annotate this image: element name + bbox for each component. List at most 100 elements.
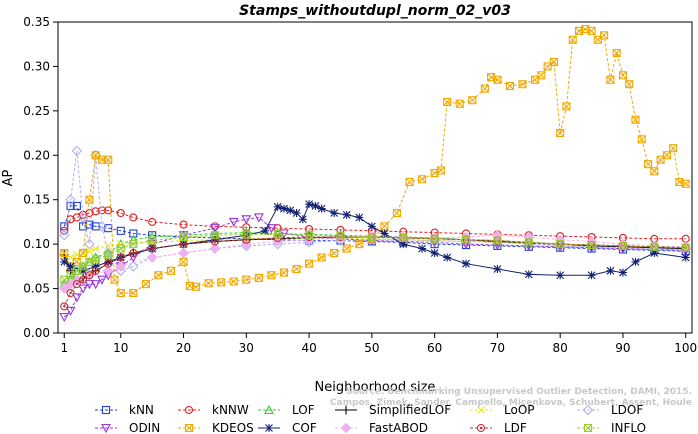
legend-swatch-marker (477, 406, 485, 414)
legend-swatch-marker (264, 404, 274, 415)
point-kdeos-26 (317, 253, 326, 262)
point-kdeos-43 (505, 81, 515, 91)
point-fastabod-7 (178, 247, 189, 259)
point-cof-25 (418, 244, 427, 253)
point-cof-9 (242, 231, 251, 240)
point-kdeos-64 (650, 167, 659, 176)
point-kdeos-25 (305, 259, 314, 268)
point-kdeos-20 (242, 275, 251, 284)
point-inflo-19 (461, 235, 471, 244)
x-tick-label: 80 (553, 341, 568, 355)
point-ldf-8 (129, 248, 138, 258)
point-knnw-11 (179, 220, 188, 229)
legend-item-simplifiedlof: SimplifiedLOF (335, 403, 451, 417)
point-odin-5 (90, 280, 101, 290)
point-kdeos-0 (60, 248, 69, 258)
point-ldof-2 (71, 145, 83, 157)
y-tick-label: 0.15 (23, 193, 50, 207)
point-fastabod-6 (146, 252, 158, 263)
point-knn-7 (116, 226, 125, 235)
point-kdeos-48 (549, 57, 558, 67)
point-ldf-6 (104, 259, 113, 268)
point-cof-13 (286, 206, 295, 215)
credit-line-2: Campos, Zimek, Sander, Campello, Micenko… (330, 398, 692, 408)
legend-item-knnw: kNNW (178, 403, 249, 417)
point-inflo-15 (336, 232, 345, 241)
legend-swatch-marker (184, 423, 194, 433)
point-kdeos-32 (392, 208, 402, 218)
x-tick-label: 60 (427, 341, 442, 355)
point-ldf-3 (79, 275, 88, 284)
point-kdeos-9 (116, 288, 125, 298)
point-knn-8 (129, 229, 138, 238)
point-kdeos-8 (110, 275, 119, 284)
point-cof-23 (380, 229, 389, 238)
point-ldof-6 (96, 221, 108, 232)
point-kdeos-29 (355, 240, 364, 249)
point-inflo-10 (179, 232, 188, 242)
legend-label: LDOF (611, 403, 643, 417)
point-ldf-4 (85, 271, 94, 280)
point-knnw-9 (129, 213, 138, 222)
legend-item-ldof: LDOF (577, 403, 643, 417)
point-cof-11 (273, 202, 282, 211)
point-knn-9 (148, 231, 157, 240)
point-loop-5 (91, 244, 100, 253)
point-cof-10 (261, 226, 270, 235)
point-ldf-2 (72, 280, 81, 289)
x-tick-label: 50 (364, 341, 379, 355)
x-axis: 1 10 20 30 40 50 60 70 80 90 100 (60, 333, 697, 355)
legend-label: SimplifiedLOF (369, 403, 451, 417)
point-ldf-7 (116, 253, 125, 262)
point-odin-14 (241, 215, 252, 225)
legend-swatch-marker (265, 424, 273, 432)
point-knnw-14 (273, 224, 282, 233)
legend-swatch-marker (340, 422, 352, 434)
point-knnw-27 (681, 234, 690, 243)
legend-item-cof: COF (258, 421, 317, 434)
point-cof-18 (317, 204, 326, 213)
point-kdeos-28 (342, 244, 351, 253)
point-kdeos-17 (204, 279, 213, 288)
legend-label: LDF (504, 421, 527, 434)
point-kdeos-21 (254, 273, 263, 282)
point-ldf-0 (60, 302, 69, 311)
point-kdeos-69 (681, 179, 690, 188)
legend-item-loop: LoOP (470, 403, 535, 417)
point-inflo-11 (210, 231, 219, 240)
point-cof-26 (430, 249, 439, 258)
point-kdeos-57 (606, 75, 615, 84)
point-inflo-22 (556, 240, 565, 249)
point-kdeos-11 (141, 280, 150, 289)
point-kdeos-36 (436, 166, 445, 175)
point-kdeos-13 (166, 266, 176, 275)
point-cof-1 (66, 262, 75, 271)
point-ldof-4 (84, 238, 95, 250)
point-ldof-1 (65, 194, 76, 205)
point-kdeos-40 (480, 84, 489, 93)
point-knnw-7 (104, 206, 113, 215)
point-inflo-20 (493, 236, 502, 245)
point-cof-37 (681, 253, 690, 262)
point-kdeos-44 (518, 80, 527, 89)
point-cof-27 (443, 253, 452, 262)
legend-label: COF (292, 421, 317, 434)
point-kdeos-16 (192, 282, 201, 291)
point-kdeos-63 (644, 160, 653, 169)
point-inflo-14 (305, 231, 314, 240)
point-knnw-6 (97, 206, 106, 215)
legend-swatch-marker (184, 405, 194, 415)
legend-label: kNNW (212, 403, 249, 417)
point-kdeos-38 (455, 99, 464, 108)
legend-item-ldf: LDF (470, 421, 527, 434)
y-axis: 0.00 0.05 0.10 0.15 0.20 0.25 0.30 0.35 (23, 15, 58, 340)
series-line-kdeos (63, 28, 686, 294)
x-tick-label: 90 (615, 341, 630, 355)
point-cof-8 (210, 235, 219, 244)
point-knnw-15 (305, 224, 314, 234)
point-kdeos-10 (129, 288, 138, 298)
point-kdeos-18 (217, 278, 226, 287)
point-kdeos-37 (443, 97, 452, 107)
point-kdeos-56 (600, 31, 609, 40)
point-ldf-12 (242, 235, 251, 244)
